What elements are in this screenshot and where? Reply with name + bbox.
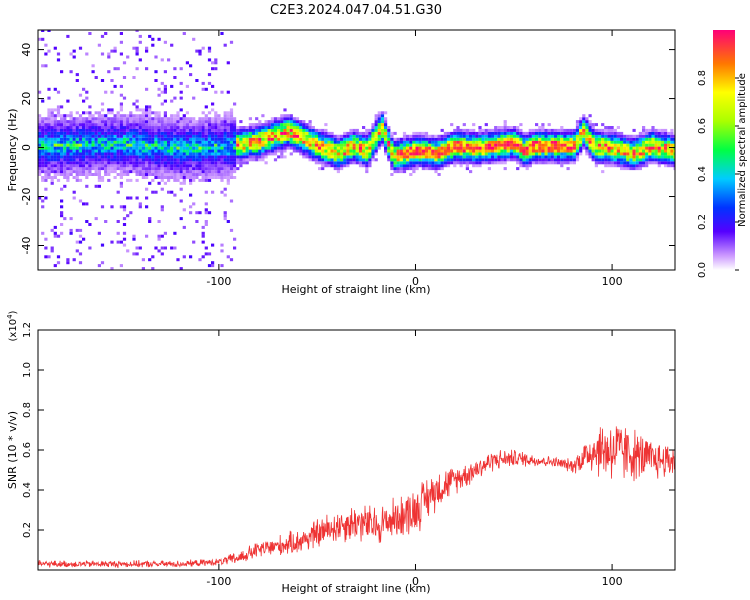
- snr-ytick-label: 0.6: [22, 442, 33, 458]
- snr-xlabel: Height of straight line (km): [281, 582, 430, 595]
- colorbar-ticks: 0.0 0.2 0.4 0.6 0.8: [697, 70, 739, 278]
- snr-scale-suffix: ): [8, 310, 19, 314]
- spectrogram-xtick-label: 100: [602, 275, 623, 288]
- colorbar-tick-label: 0.2: [697, 214, 708, 230]
- colorbar: 0.0 0.2 0.4 0.6 0.8 Normalized spectral ampl…: [697, 30, 748, 278]
- spectrogram-panel: -100 0 100 -40 -20 0 20 40 Height of straight l…: [6, 29, 676, 296]
- colorbar-tick-label: 0.6: [697, 118, 708, 134]
- spectrogram-axes: -100 0 100 -40 -20 0 20 40: [20, 30, 675, 288]
- spectrogram-xlabel: Height of straight line (km): [281, 283, 430, 296]
- snr-ytick-label: 1.2: [22, 322, 33, 338]
- spectrogram-ytick-label: -20: [20, 188, 33, 206]
- spectrogram-frame: [37, 29, 676, 271]
- snr-panel: -100 0 100 0.2 0.4 0.6 0.8 1.0 1.2 Height of str…: [6, 310, 676, 595]
- colorbar-tick-label: 0.0: [697, 262, 708, 278]
- snr-series-line: [38, 426, 675, 569]
- snr-xtick-label: 100: [602, 575, 623, 588]
- figure-title: C2E3.2024.047.04.51.G30: [270, 3, 442, 18]
- colorbar-label: Normalized spectral amplitude: [737, 73, 748, 227]
- svg-text:(x104): (x104): [6, 310, 19, 341]
- snr-scale-prefix: (x10: [8, 319, 19, 342]
- spectrogram-ytick-label: 40: [20, 43, 33, 57]
- snr-axes: -100 0 100 0.2 0.4 0.6 0.8 1.0 1.2: [22, 322, 675, 588]
- snr-xtick-label: -100: [206, 575, 231, 588]
- snr-ytick-label: 0.4: [22, 482, 33, 498]
- snr-ytick-label: 1.0: [22, 362, 33, 378]
- spectrogram-ytick-label: 0: [20, 144, 33, 151]
- spectrogram-heatmap: [38, 30, 675, 270]
- snr-scale-label: (x104): [6, 310, 19, 341]
- spectrogram-ytick-label: 20: [20, 92, 33, 106]
- colorbar-gradient: [713, 30, 735, 270]
- colorbar-tick-label: 0.4: [697, 166, 708, 182]
- spectrogram-ylabel: Frequency (Hz): [6, 109, 19, 192]
- spectrogram-xtick-label: -100: [206, 275, 231, 288]
- spectrogram-xtick-label: 0: [412, 275, 419, 288]
- snr-ytick-label: 0.8: [22, 402, 33, 418]
- snr-xtick-label: 0: [412, 575, 419, 588]
- colorbar-tick-label: 0.8: [697, 70, 708, 86]
- snr-scale-exponent: 4: [6, 314, 14, 319]
- snr-ytick-label: 0.2: [22, 522, 33, 538]
- snr-ylabel: SNR (10 * v/v): [6, 411, 19, 489]
- spectrogram-ytick-label: -40: [20, 237, 33, 255]
